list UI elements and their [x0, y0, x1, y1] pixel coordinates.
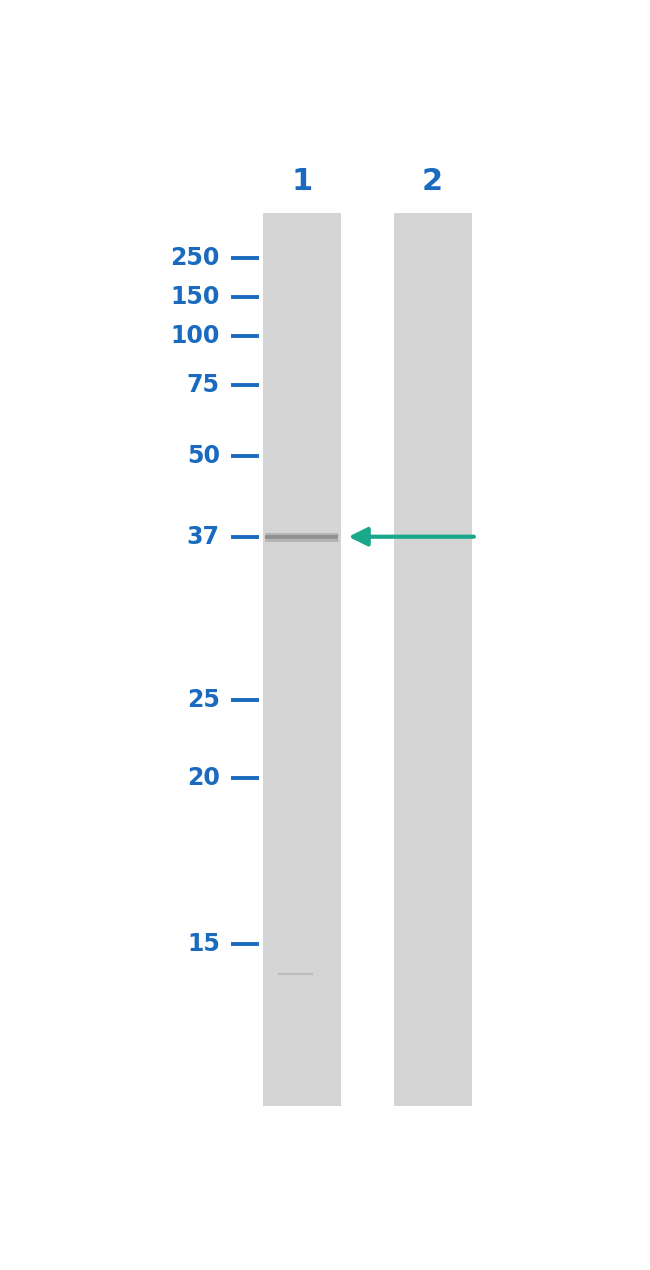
- Text: 150: 150: [170, 286, 220, 309]
- Text: 37: 37: [187, 525, 220, 549]
- Text: 50: 50: [187, 443, 220, 467]
- Text: 20: 20: [187, 766, 220, 790]
- Bar: [263, 213, 341, 1106]
- Bar: [393, 213, 472, 1106]
- Text: 15: 15: [187, 932, 220, 956]
- Text: 250: 250: [170, 246, 220, 271]
- Text: 100: 100: [170, 324, 220, 348]
- Text: 1: 1: [291, 168, 312, 197]
- Text: 75: 75: [187, 373, 220, 398]
- Text: 2: 2: [422, 168, 443, 197]
- Text: 25: 25: [187, 688, 220, 712]
